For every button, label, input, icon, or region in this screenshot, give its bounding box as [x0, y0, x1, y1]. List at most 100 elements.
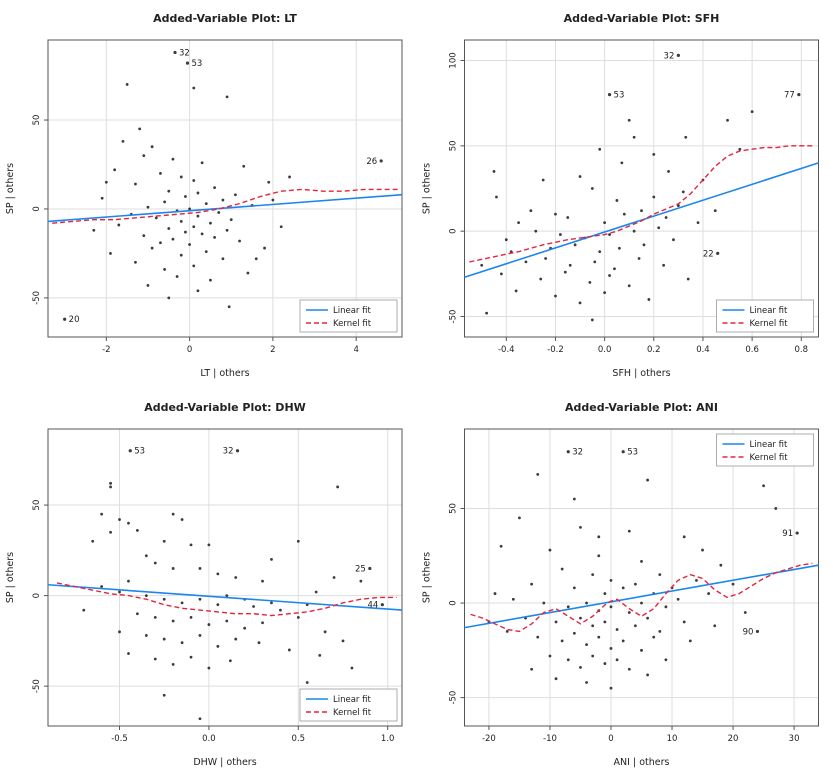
- legend: Linear fit Kernel fit: [716, 433, 814, 467]
- legend-kernel-label: Kernel fit: [750, 319, 789, 329]
- scatter-points: [82, 481, 363, 721]
- axes: -20 -10 0 10 20 30 -50 0 50: [449, 503, 800, 744]
- chart-title: Added-Variable Plot: ANI: [565, 401, 718, 414]
- avplot-ani-panel: -20 -10 0 10 20 30 -50 0 50 Added-Variable Plot: …: [416, 389, 833, 778]
- svg-text:0.2: 0.2: [647, 345, 661, 355]
- linear-fit-line: [47, 583, 403, 611]
- linear-fit-line: [47, 193, 403, 223]
- svg-text:0: 0: [449, 600, 459, 605]
- gridlines: [464, 429, 819, 726]
- svg-text:-0.2: -0.2: [547, 345, 564, 355]
- svg-text:22: 22: [703, 249, 714, 259]
- x-axis-label: DHW | others: [193, 757, 256, 768]
- avplot-lt-chart: -2 0 2 4 -50 0 50 Added-Variable Plot: LT LT | o…: [5, 12, 403, 379]
- svg-text:32: 32: [664, 51, 675, 61]
- avplot-lt-panel: -2 0 2 4 -50 0 50 Added-Variable Plot: LT LT | o…: [0, 0, 416, 389]
- svg-text:4: 4: [353, 345, 358, 355]
- svg-text:-50: -50: [32, 679, 42, 693]
- svg-text:-0.5: -0.5: [111, 734, 128, 744]
- y-axis-label: SP | others: [422, 552, 433, 603]
- svg-text:25: 25: [355, 564, 366, 574]
- chart-title: Added-Variable Plot: SFH: [564, 12, 720, 25]
- svg-text:91: 91: [782, 529, 793, 539]
- svg-text:50: 50: [449, 503, 459, 514]
- legend-linear-label: Linear fit: [750, 440, 788, 450]
- svg-text:0.5: 0.5: [292, 734, 306, 744]
- linear-fit-line: [464, 564, 819, 629]
- kernel-fit-line: [470, 562, 813, 633]
- plot-frame: [464, 428, 819, 727]
- kernel-fit-line: [52, 188, 398, 224]
- svg-text:32: 32: [179, 48, 190, 58]
- plot-frame: [47, 39, 403, 338]
- chart-title: Added-Variable Plot: DHW: [144, 401, 306, 414]
- svg-text:50: 50: [32, 115, 42, 126]
- legend-kernel-label: Kernel fit: [333, 319, 372, 329]
- gridlines: [464, 40, 819, 337]
- y-axis-label: SP | others: [422, 163, 433, 214]
- svg-text:0.4: 0.4: [696, 345, 710, 355]
- x-axis-label: LT | others: [200, 368, 249, 379]
- labeled-points: 32 53 91 90: [566, 448, 799, 637]
- svg-text:-50: -50: [32, 291, 42, 305]
- legend-linear-label: Linear fit: [333, 306, 371, 316]
- svg-text:0.6: 0.6: [745, 345, 759, 355]
- svg-text:50: 50: [32, 500, 42, 511]
- chart-title: Added-Variable Plot: LT: [153, 12, 297, 25]
- scatter-points: [487, 473, 778, 690]
- svg-text:44: 44: [368, 601, 379, 611]
- svg-text:0.0: 0.0: [598, 345, 612, 355]
- gridlines: [48, 40, 402, 337]
- linear-fit-line: [464, 162, 819, 279]
- svg-text:53: 53: [192, 59, 203, 69]
- svg-text:77: 77: [784, 91, 795, 101]
- legend: Linear fit Kernel fit: [299, 299, 398, 333]
- y-axis-label: SP | others: [5, 163, 16, 214]
- scatter-points: [480, 110, 754, 322]
- kernel-fit-line: [469, 145, 814, 263]
- svg-text:0: 0: [32, 593, 42, 598]
- svg-text:-2: -2: [102, 345, 110, 355]
- svg-text:20: 20: [728, 734, 739, 744]
- legend-linear-label: Linear fit: [333, 695, 371, 705]
- svg-text:0.8: 0.8: [795, 345, 809, 355]
- avplot-sfh-chart: -0.4 -0.2 0.0 0.2 0.4 0.6 0.8 -50 0 50 100 Added-Va…: [422, 12, 819, 379]
- legend: Linear fit Kernel fit: [716, 299, 814, 333]
- svg-text:-0.4: -0.4: [498, 345, 515, 355]
- svg-text:0: 0: [32, 206, 42, 211]
- svg-text:100: 100: [449, 52, 459, 68]
- x-axis-label: SFH | others: [612, 368, 670, 379]
- axes: -0.4 -0.2 0.0 0.2 0.4 0.6 0.8 -50 0 50 100: [449, 52, 809, 355]
- svg-text:-50: -50: [449, 310, 459, 324]
- svg-text:53: 53: [134, 447, 145, 457]
- plot-frame: [464, 39, 819, 338]
- svg-text:32: 32: [572, 448, 583, 458]
- kernel-fit-line: [56, 582, 397, 617]
- svg-text:10: 10: [667, 734, 678, 744]
- svg-text:30: 30: [789, 734, 800, 744]
- svg-text:32: 32: [223, 447, 234, 457]
- svg-text:-10: -10: [543, 734, 557, 744]
- svg-text:26: 26: [366, 157, 377, 167]
- x-axis-label: ANI | others: [614, 757, 670, 768]
- axes: -2 0 2 4 -50 0 50: [32, 115, 359, 355]
- labeled-points: 32 77 53 22: [607, 51, 801, 259]
- svg-text:0: 0: [187, 345, 192, 355]
- avplot-dhw-chart: -0.5 0.0 0.5 1.0 -50 0 50 Added-Variable Plot: …: [5, 401, 403, 768]
- svg-text:0: 0: [608, 734, 613, 744]
- svg-text:50: 50: [449, 140, 459, 151]
- avplot-sfh-panel: -0.4 -0.2 0.0 0.2 0.4 0.6 0.8 -50 0 50 100 Added-Va…: [416, 0, 833, 389]
- legend-kernel-label: Kernel fit: [750, 453, 789, 463]
- svg-text:1.0: 1.0: [381, 734, 395, 744]
- scatter-points: [92, 83, 291, 309]
- svg-text:2: 2: [270, 345, 275, 355]
- svg-text:53: 53: [614, 91, 625, 101]
- svg-text:90: 90: [743, 627, 754, 637]
- avplot-dhw-panel: -0.5 0.0 0.5 1.0 -50 0 50 Added-Variable Plot: …: [0, 389, 416, 778]
- svg-text:0: 0: [449, 228, 459, 233]
- y-axis-label: SP | others: [5, 552, 16, 603]
- svg-text:20: 20: [69, 315, 80, 325]
- labeled-points: 53 32 25 44: [128, 447, 384, 611]
